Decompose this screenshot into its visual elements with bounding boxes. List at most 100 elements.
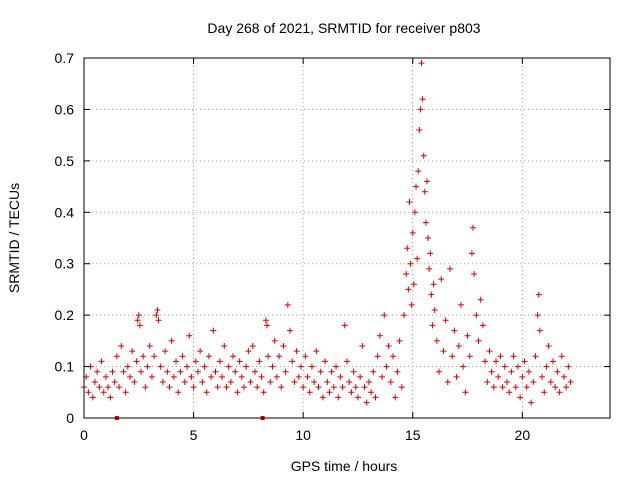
data-point [506, 389, 513, 396]
data-point [109, 368, 116, 375]
data-point [326, 389, 333, 396]
data-point [419, 96, 426, 103]
data-point [425, 235, 432, 241]
data-point [348, 389, 355, 396]
data-point [168, 337, 175, 344]
y-tick-labels: 0 0.1 0.2 0.3 0.4 0.5 0.6 0.7 [55, 50, 75, 426]
data-point [264, 322, 271, 329]
data-point [134, 317, 141, 324]
data-point [212, 368, 219, 375]
data-point [280, 343, 287, 349]
data-point [417, 106, 424, 113]
axis-ticks [83, 57, 610, 419]
grid-lines [84, 58, 610, 418]
data-point [192, 358, 199, 365]
data-point [245, 348, 252, 355]
data-point [122, 389, 129, 396]
data-point [311, 379, 318, 385]
data-point [306, 389, 313, 396]
data-point [322, 358, 329, 365]
data-point [230, 353, 237, 360]
data-point [324, 379, 331, 385]
data-point [313, 348, 320, 355]
data-point [136, 322, 143, 329]
y-tick-label: 0.3 [55, 256, 75, 272]
data-point [528, 399, 535, 406]
data-point [91, 379, 98, 385]
data-point [148, 373, 155, 380]
data-point [361, 384, 368, 391]
data-point [131, 379, 138, 385]
data-point [291, 379, 298, 385]
data-point [137, 368, 144, 375]
data-point [554, 368, 561, 375]
data-point [227, 379, 234, 385]
data-point [344, 358, 350, 365]
data-point [162, 348, 169, 355]
data-point [403, 271, 410, 277]
data-point [409, 229, 416, 236]
data-point [363, 399, 370, 406]
data-point [535, 291, 542, 298]
data-point [154, 307, 161, 313]
data-point [352, 384, 359, 391]
data-point [153, 312, 160, 319]
data-point [319, 394, 326, 401]
data-point [523, 384, 530, 391]
data-point [194, 368, 201, 375]
data-point [236, 358, 243, 365]
x-tick-label: 15 [405, 427, 421, 443]
data-point [265, 353, 272, 360]
data-point [254, 384, 261, 391]
data-point [466, 353, 473, 360]
data-point [429, 322, 436, 329]
data-point [276, 353, 283, 360]
y-tick-label: 0.1 [55, 359, 75, 375]
data-point [563, 384, 570, 391]
data-point [479, 322, 486, 329]
y-tick-label: 0.5 [55, 153, 75, 169]
data-point [238, 373, 245, 380]
data-point [118, 343, 125, 349]
data-point [530, 379, 537, 385]
data-point [422, 219, 429, 226]
data-point [423, 178, 430, 185]
data-point [273, 373, 280, 380]
data-point [297, 363, 304, 370]
data-point [387, 379, 394, 385]
data-point [390, 353, 397, 360]
data-point [414, 255, 421, 262]
data-point [232, 368, 239, 375]
data-point [379, 373, 386, 380]
data-point [374, 353, 381, 360]
data-point [475, 337, 482, 344]
data-point [146, 343, 153, 349]
data-point [133, 358, 140, 365]
data-point [488, 368, 495, 375]
data-point [398, 384, 405, 391]
data-point [129, 348, 136, 355]
data-point [111, 379, 118, 385]
data-point [514, 363, 521, 370]
plot-frame [83, 57, 611, 419]
data-point [205, 353, 212, 360]
data-point [113, 353, 120, 360]
data-point [282, 368, 289, 375]
data-point [142, 384, 149, 391]
data-point [98, 358, 105, 365]
data-point [421, 188, 428, 195]
data-point [426, 265, 433, 272]
data-point [433, 337, 440, 344]
data-point [214, 384, 221, 391]
data-point [247, 379, 254, 385]
data-point [400, 312, 407, 319]
data-point [89, 394, 96, 401]
data-point [107, 394, 114, 401]
data-point [543, 363, 550, 370]
data-point [490, 384, 497, 391]
data-point [302, 353, 309, 360]
data-point [308, 363, 315, 370]
data-point [96, 384, 103, 391]
data-point [350, 368, 357, 375]
